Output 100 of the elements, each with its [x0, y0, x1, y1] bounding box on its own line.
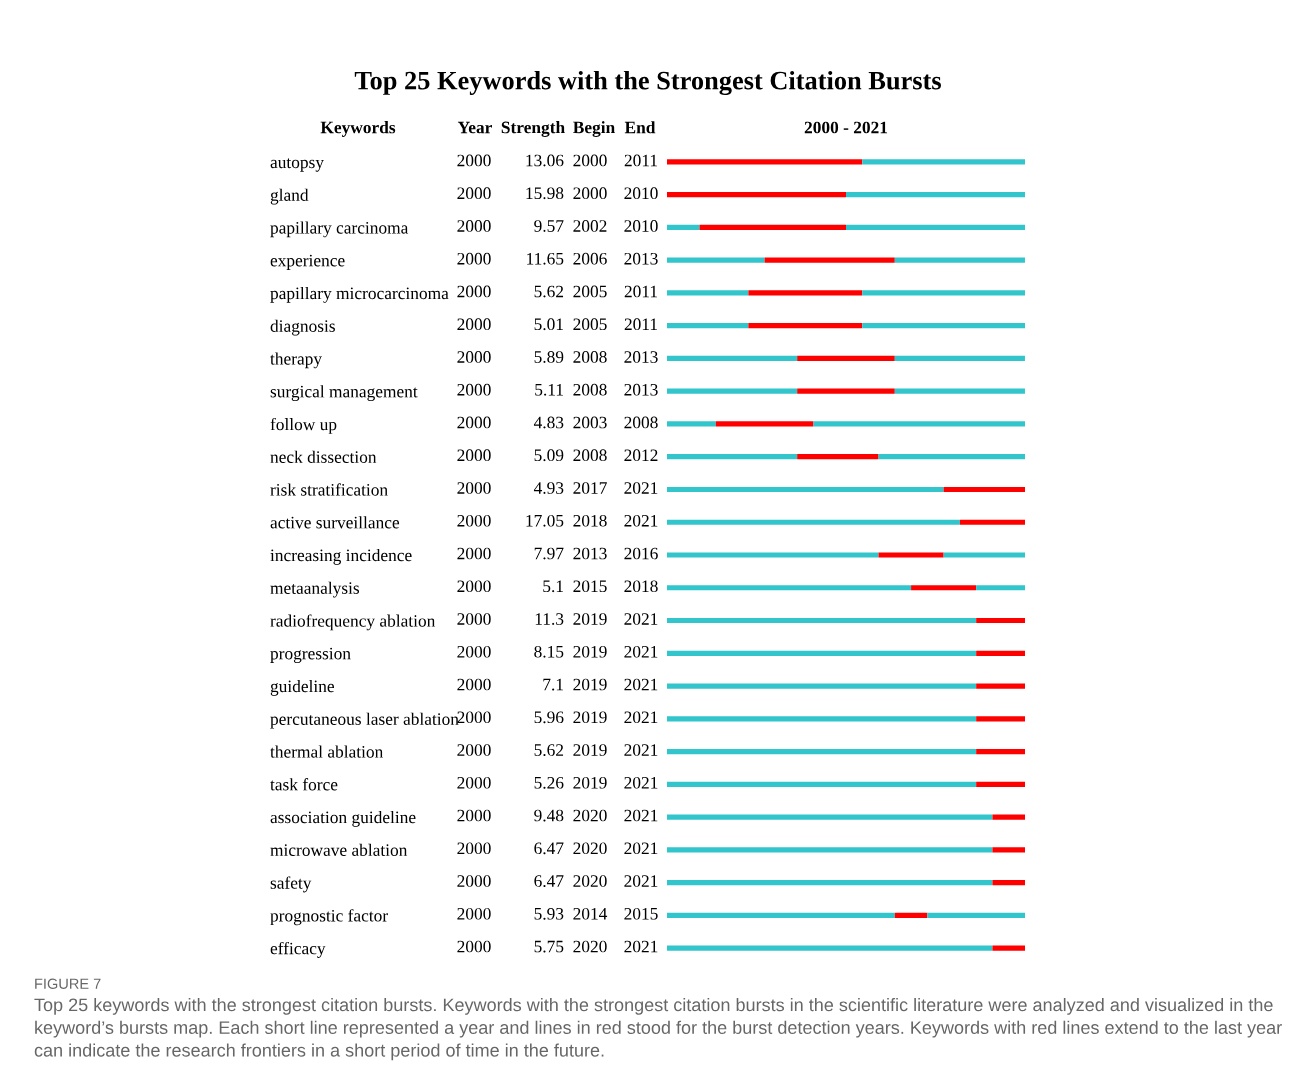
text: Begin — [573, 121, 615, 137]
y-tick-label: follow up — [270, 417, 337, 434]
text: 5.11 — [535, 383, 563, 396]
bar — [667, 814, 993, 820]
y-tick-label: metaanalysis — [270, 581, 360, 598]
text: Top 25 keywords with the strongest citation bursts. Keywords with the strongest citation bursts in the scientific literature were analyzed and visualized in the keyword’s bursts map. Each short line represented a year and lines in red stood for the burst detection years. Keywords with red lines extend to the last year can indicate the research frontiers in a short period of time in the future. — [34, 998, 1282, 1061]
text: 9.48 — [534, 809, 564, 822]
text: 2018 — [573, 514, 607, 527]
text: 2021 — [624, 776, 658, 789]
y-tick-label: progression — [270, 647, 351, 663]
text: 5.62 — [534, 744, 564, 756]
text: 2000 — [457, 285, 491, 298]
bar — [667, 748, 977, 755]
text: 2008 — [624, 416, 658, 429]
bar — [943, 486, 1025, 493]
text: 2021 — [624, 678, 658, 691]
bar — [667, 519, 960, 525]
text: 2000 — [457, 416, 491, 429]
text: 2020 — [573, 875, 607, 887]
bar — [699, 224, 846, 231]
text: 2006 — [573, 252, 607, 265]
y-tick-label: therapy — [270, 352, 322, 369]
y-tick-label: increasing incidence — [270, 548, 412, 565]
text: 2017 — [573, 482, 607, 494]
bar — [976, 585, 1025, 591]
text: 7.1 — [543, 678, 563, 691]
text: 2011 — [624, 285, 657, 298]
text: 2014 — [573, 907, 608, 920]
bar — [976, 683, 1025, 689]
bar — [927, 912, 1025, 918]
text: 6.47 — [534, 842, 564, 855]
bar — [667, 781, 977, 787]
text: 2000 — [573, 154, 607, 167]
bar — [667, 257, 765, 263]
y-tick-label: risk stratification — [270, 483, 388, 496]
text: 5.96 — [534, 711, 564, 724]
text: 8.15 — [534, 645, 564, 658]
y-tick-label: gland — [270, 188, 309, 205]
text: 2000 — [457, 776, 491, 789]
text: 2000 — [457, 613, 491, 625]
text: 5.75 — [534, 940, 564, 953]
bar — [797, 355, 895, 362]
text: 2000 - 2021 — [804, 121, 888, 134]
y-tick-label: radiofrequency ablation — [270, 614, 436, 631]
bar — [878, 552, 944, 558]
bar — [976, 650, 1025, 656]
text: 2000 — [457, 547, 491, 560]
y-tick-label: guideline — [270, 679, 334, 696]
text: 2000 — [457, 744, 491, 756]
bar — [992, 847, 1025, 853]
text: 2000 — [457, 645, 491, 658]
bar — [748, 290, 863, 296]
bar — [667, 912, 895, 918]
bar — [764, 257, 895, 263]
text: 2021 — [624, 940, 658, 953]
bar — [992, 814, 1025, 820]
bar — [894, 355, 1025, 362]
y-tick-label: surgical management — [270, 385, 418, 402]
bar — [667, 650, 977, 656]
bar — [748, 323, 863, 329]
bar — [894, 257, 1025, 263]
text: 2000 — [457, 482, 491, 494]
text: 2021 — [624, 842, 658, 855]
text: 5.62 — [534, 285, 564, 298]
bar — [667, 552, 879, 558]
text: 2018 — [624, 580, 658, 593]
text: 5.01 — [534, 318, 563, 331]
text: 2016 — [624, 547, 658, 560]
text: 2015 — [573, 580, 607, 593]
text: 15.98 — [526, 187, 564, 200]
text: End — [624, 121, 656, 134]
text: 2019 — [573, 645, 607, 658]
y-tick-label: papillary microcarcinoma — [270, 286, 449, 303]
text: 2010 — [624, 187, 658, 200]
bar — [862, 290, 1025, 296]
text: 2013 — [624, 252, 658, 265]
text: 2000 — [457, 907, 491, 920]
y-tick-label: autopsy — [270, 158, 324, 172]
text: 5.26 — [534, 776, 564, 789]
y-tick-label: percutaneous laser ablation — [270, 712, 459, 729]
bar — [976, 748, 1025, 755]
bar — [894, 912, 928, 918]
text: 2000 — [457, 580, 491, 593]
bar — [813, 421, 1025, 427]
text: 5.89 — [534, 351, 564, 363]
text: 2019 — [573, 744, 607, 756]
text: 2015 — [624, 907, 658, 920]
text: 2000 — [457, 678, 491, 691]
text: 2013 — [624, 351, 658, 363]
bar — [667, 355, 798, 362]
text: 2021 — [624, 875, 658, 887]
y-tick-label: neck dissection — [270, 450, 377, 463]
text: 2000 — [457, 252, 491, 265]
text: 5.1 — [543, 580, 563, 593]
bar — [667, 388, 798, 394]
bar — [976, 781, 1025, 787]
text: 2000 — [457, 449, 491, 462]
text: 2000 — [457, 351, 491, 363]
text: 11.3 — [535, 613, 564, 625]
text: 2000 — [457, 187, 491, 200]
